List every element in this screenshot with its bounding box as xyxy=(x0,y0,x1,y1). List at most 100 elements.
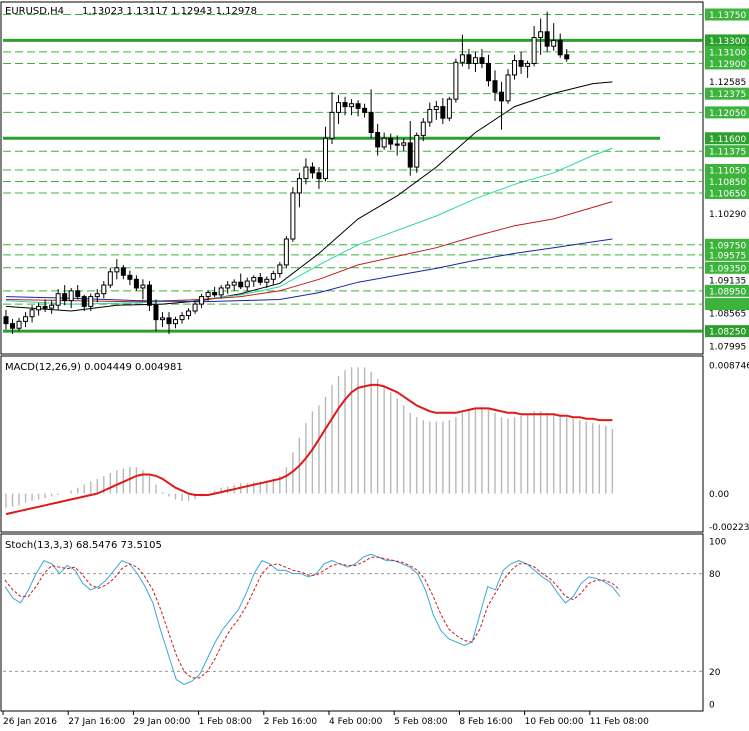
candle-59 xyxy=(388,133,394,150)
candle-27 xyxy=(179,312,185,324)
price-tick-label-4: 1.12585 xyxy=(709,78,746,88)
candlesticks xyxy=(3,11,570,335)
dashed-price-tag-15 xyxy=(705,261,749,274)
price-panel-frame xyxy=(0,1,704,355)
candle-41 xyxy=(270,270,276,286)
candle-35 xyxy=(231,279,237,291)
macd-histogram xyxy=(5,367,614,509)
candle-38 xyxy=(251,275,257,287)
candle-10 xyxy=(68,287,74,309)
candle-23 xyxy=(153,299,159,332)
stoch-tick-label-1: 80 xyxy=(709,570,721,580)
candle-34 xyxy=(225,281,231,294)
candle-86 xyxy=(564,49,570,62)
candle-71 xyxy=(466,49,472,70)
candle-36 xyxy=(238,273,244,290)
candle-7 xyxy=(49,300,55,314)
candle-33 xyxy=(218,285,224,299)
macd-tick-label-1: 0.00 xyxy=(709,490,729,500)
dashed-price-tag-2 xyxy=(705,45,749,58)
candle-17 xyxy=(114,259,120,280)
candle-46 xyxy=(303,158,309,185)
candle-20 xyxy=(133,275,139,291)
price-panel-ohlc: 1.13023 1.13117 1.12943 1.12978 xyxy=(82,6,257,17)
dashed-price-tag-3 xyxy=(705,57,749,70)
price-tick-label-8: 1.11375 xyxy=(709,148,746,158)
candle-47 xyxy=(309,162,315,179)
price-tick-label-13: 1.09750 xyxy=(709,241,746,251)
candle-0 xyxy=(3,309,9,330)
macd-panel-frame xyxy=(0,355,704,533)
dashed-price-tag-6 xyxy=(705,106,749,119)
candle-49 xyxy=(322,126,328,182)
price-dashed-levels xyxy=(3,14,703,305)
macd-panel-title: MACD(12,26,9) 0.004449 0.004981 xyxy=(5,362,183,373)
candle-21 xyxy=(140,279,146,300)
price-tick-label-10: 1.10850 xyxy=(709,178,746,188)
dashed-price-tag-17 xyxy=(705,284,749,297)
stoch-dashed-levels xyxy=(3,573,703,672)
candle-39 xyxy=(257,272,263,286)
candle-50 xyxy=(329,92,335,145)
candle-83 xyxy=(544,11,550,52)
candle-57 xyxy=(375,123,381,156)
time-tick-label-0: 26 Jan 2016 xyxy=(3,717,57,727)
dashed-price-tag-8 xyxy=(705,145,749,158)
price-tick-label-7: 1.11600 xyxy=(709,135,746,145)
candle-6 xyxy=(42,299,48,313)
moving-average-lines xyxy=(5,81,613,312)
candle-73 xyxy=(479,49,485,69)
price-tick-label-15: 1.09350 xyxy=(709,264,746,274)
candle-8 xyxy=(55,289,61,310)
moving-average-0 xyxy=(5,81,613,312)
price-tick-label-9: 1.11050 xyxy=(709,166,746,176)
candle-51 xyxy=(336,95,342,124)
macd-axis-labels: 0.008746 0.00 -0.002235 xyxy=(709,362,749,533)
candle-64 xyxy=(420,118,426,142)
candle-76 xyxy=(499,81,505,130)
candle-69 xyxy=(453,58,459,103)
candle-14 xyxy=(94,289,100,303)
candle-72 xyxy=(472,51,478,73)
time-axis-labels: 26 Jan 2016 27 Jan 16:00 29 Jan 00:00 1 Feb… xyxy=(2,711,649,727)
moving-average-1 xyxy=(5,147,613,305)
candle-53 xyxy=(349,99,355,116)
candle-77 xyxy=(505,69,511,104)
price-tick-label-16: 1.09135 xyxy=(709,277,746,287)
price-tick-label-19: 1.08250 xyxy=(709,328,746,338)
candle-45 xyxy=(296,172,302,208)
level-price-tag-1 xyxy=(705,34,749,47)
dashed-price-tag-0 xyxy=(705,8,749,21)
macd-tick-label-0: 0.008746 xyxy=(709,362,749,372)
candle-66 xyxy=(433,100,439,120)
candle-58 xyxy=(381,132,387,150)
price-tick-label-14: 1.09575 xyxy=(709,251,746,261)
candle-56 xyxy=(368,89,374,139)
candle-43 xyxy=(283,236,289,268)
candle-44 xyxy=(290,187,296,242)
stoch-signal-line xyxy=(4,556,621,679)
candle-52 xyxy=(342,96,348,116)
level-price-tag-19 xyxy=(705,325,749,338)
dashed-price-tag-9 xyxy=(705,163,749,176)
price-tick-label-6: 1.12050 xyxy=(709,109,746,119)
price-tick-label-12: 1.10290 xyxy=(709,210,746,220)
level-price-tag-7 xyxy=(705,132,749,145)
time-tick-label-8: 10 Feb 00:00 xyxy=(525,717,584,727)
candle-80 xyxy=(525,60,531,78)
price-panel-title: EURUSD,H4 xyxy=(5,6,64,17)
price-tick-label-5: 1.12375 xyxy=(709,90,746,100)
candle-60 xyxy=(394,135,400,156)
time-tick-label-9: 11 Feb 08:00 xyxy=(590,717,649,727)
candle-82 xyxy=(538,18,544,55)
candle-42 xyxy=(277,262,283,278)
candle-75 xyxy=(492,70,498,101)
candle-1 xyxy=(10,319,16,335)
candle-84 xyxy=(551,23,557,51)
price-tick-label-0: 1.13750 xyxy=(709,11,746,21)
candle-31 xyxy=(205,290,211,301)
time-tick-label-2: 29 Jan 00:00 xyxy=(133,717,190,727)
price-tick-label-18: 1.08565 xyxy=(709,309,746,319)
